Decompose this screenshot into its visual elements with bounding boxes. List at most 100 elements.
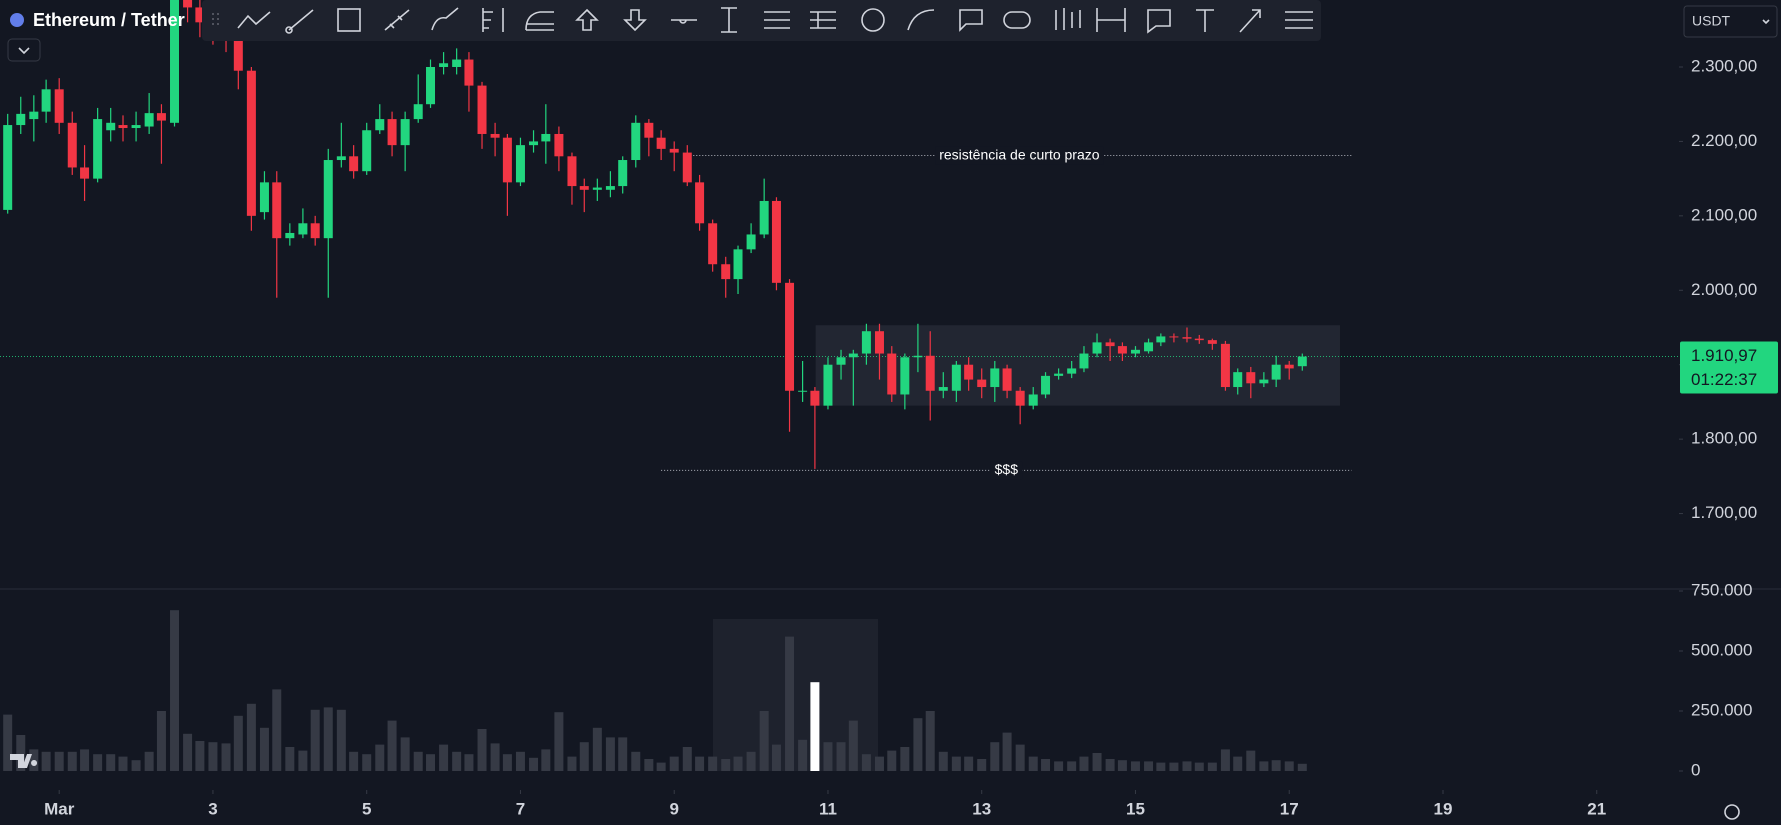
volume-bar [721,759,731,771]
label-icon[interactable] [1003,11,1031,29]
y-tick-label: 2.100,00 [1691,205,1757,224]
candle-body [323,160,333,239]
candle-body [669,148,679,153]
candle-body [1144,342,1154,352]
volume-bar [1271,760,1281,771]
collapse-button[interactable] [7,38,41,62]
candle-body [759,200,769,235]
last-price-box [1680,341,1778,394]
volume-bar [1297,763,1307,771]
candle-body [1259,379,1269,384]
candle-body [144,113,154,127]
volume-bar [80,749,90,771]
volume-bar [900,747,910,771]
arrow-down-icon[interactable] [623,9,647,32]
x-tick-label: 9 [669,799,678,818]
ray-icon[interactable] [384,9,410,31]
volume-bar [336,709,346,771]
candle-body [477,85,487,134]
candle-body [1246,372,1256,384]
candle-body [80,167,90,179]
candle-body [1117,346,1127,354]
volume-bar [554,712,564,771]
y-tick-label: 1.700,00 [1691,503,1757,522]
tradingview-logo[interactable] [10,754,38,768]
candles-icon[interactable] [1055,8,1081,30]
circle-icon[interactable] [861,8,885,32]
volume-tick-label: 500.000 [1691,640,1752,659]
candle-body [118,125,128,129]
menu-icon[interactable] [1285,11,1313,29]
volume-bar [644,759,654,771]
currency-label: USDT [1692,13,1731,29]
candle-body [131,125,141,129]
volume-bar [362,754,372,771]
annotation-text: resistência de curto prazo [939,146,1100,162]
volume-bar [746,751,756,771]
candle-body [400,119,410,146]
line-icon[interactable] [285,9,314,34]
volume-bar [1220,749,1230,771]
volume-bar [413,751,423,771]
currency-selector[interactable] [1683,5,1778,38]
settings-icon[interactable] [1724,804,1740,820]
candle-body [925,355,935,391]
volume-bar [490,743,500,771]
range-icon[interactable] [1096,8,1126,32]
x-tick-label: 19 [1434,799,1453,818]
fib-icon[interactable] [482,8,504,32]
volume-bar [1054,761,1064,771]
volume-bar [1144,761,1154,771]
candle-body [1067,368,1077,374]
trend-icon[interactable] [237,11,271,29]
volume-bar [592,727,602,771]
volume-bar [1117,760,1127,771]
volume-bar [1259,761,1269,771]
candle-body [951,364,961,391]
fan-icon[interactable] [525,11,554,31]
pitch-icon[interactable] [810,11,836,29]
candle-body [1182,337,1192,339]
volume-bar [477,729,487,771]
volume-bar [695,756,705,771]
annotation-text: $$$ [995,461,1019,477]
annotation-bg [935,146,1104,165]
text-icon[interactable] [1196,9,1214,32]
toolbar-background [202,0,1321,41]
hline-icon[interactable] [671,19,697,24]
note-icon[interactable] [1147,9,1171,34]
candle-body [272,182,282,239]
volume-bar [1130,761,1140,771]
arrow-up-icon[interactable] [575,8,599,31]
candle-body [1054,373,1064,376]
drag-handle[interactable] [212,13,219,27]
candle-body [1092,342,1102,354]
brush-icon[interactable] [431,7,459,31]
volume-bar [156,711,166,771]
symbol-title[interactable]: Ethereum / Tether [33,10,185,30]
volume-bar [452,751,462,771]
arc-icon[interactable] [907,9,935,31]
candle-body [874,331,884,354]
volume-bar [41,751,51,771]
volume-bar [682,747,692,771]
volume-bar [990,742,1000,771]
vline-icon[interactable] [721,7,737,33]
volume-bar [208,742,218,771]
dropdown-arrow [1762,19,1770,25]
volume-bar [221,743,231,771]
rect-icon[interactable] [337,8,361,32]
callout-icon[interactable] [959,9,983,32]
volume-bar [1079,756,1089,771]
candle-body [413,104,423,120]
candle-body [452,59,462,67]
channel-icon[interactable] [764,11,790,29]
volume-bar [1207,762,1217,771]
candle-body [464,59,474,86]
candle-body [259,182,269,213]
volume-bar [67,751,77,771]
candle-body [682,152,692,183]
candle-body [16,113,26,126]
arrow-icon[interactable] [1239,9,1261,33]
candle-body [964,364,974,380]
